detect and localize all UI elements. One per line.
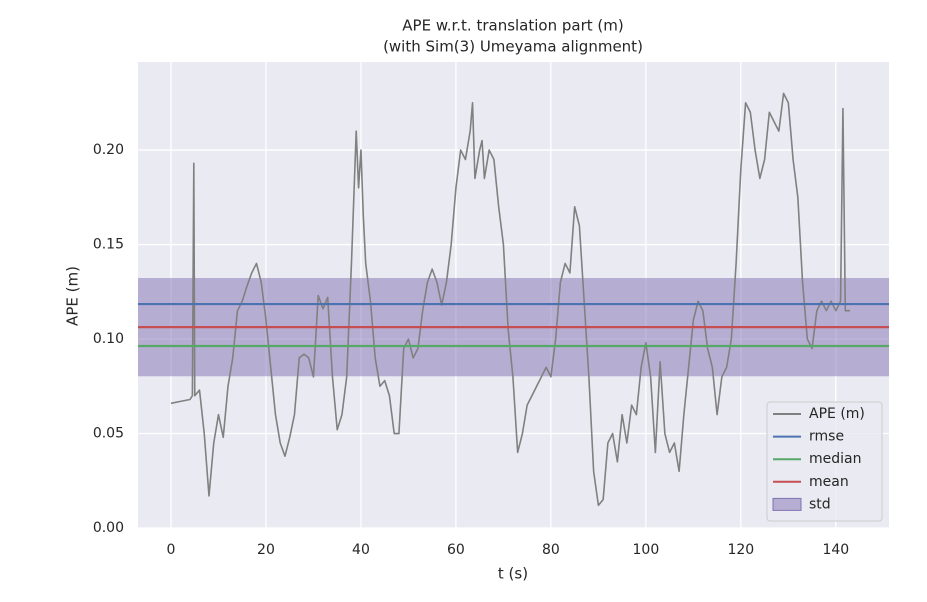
x-tick-label: 80 — [542, 542, 560, 558]
y-tick-label: 0.15 — [93, 237, 124, 253]
legend-label: rmse — [809, 429, 844, 445]
chart-title: APE w.r.t. translation part (m) — [402, 17, 623, 35]
x-tick-label: 100 — [633, 542, 660, 558]
x-tick-label: 60 — [447, 542, 465, 558]
chart-subtitle: (with Sim(3) Umeyama alignment) — [383, 38, 643, 56]
legend-swatch — [772, 497, 802, 511]
ape-line — [170, 92, 851, 507]
legend-label: mean — [809, 474, 849, 490]
x-axis-label: t (s) — [498, 565, 528, 583]
y-axis-label: APE (m) — [64, 266, 82, 326]
x-tick-label: 0 — [167, 542, 176, 558]
legend-box — [766, 401, 883, 522]
x-tick-label: 40 — [352, 542, 370, 558]
x-tick-label: 140 — [822, 542, 849, 558]
y-tick-label: 0.05 — [93, 426, 124, 442]
legend-label: APE (m) — [809, 406, 865, 422]
legend-label: median — [809, 451, 861, 467]
x-tick-label: 20 — [257, 542, 275, 558]
x-tick-label: 120 — [727, 542, 754, 558]
y-tick-label: 0.10 — [93, 331, 124, 347]
y-tick-label: 0.20 — [93, 142, 124, 158]
y-tick-label: 0.00 — [93, 520, 124, 536]
legend-label: std — [809, 496, 831, 512]
